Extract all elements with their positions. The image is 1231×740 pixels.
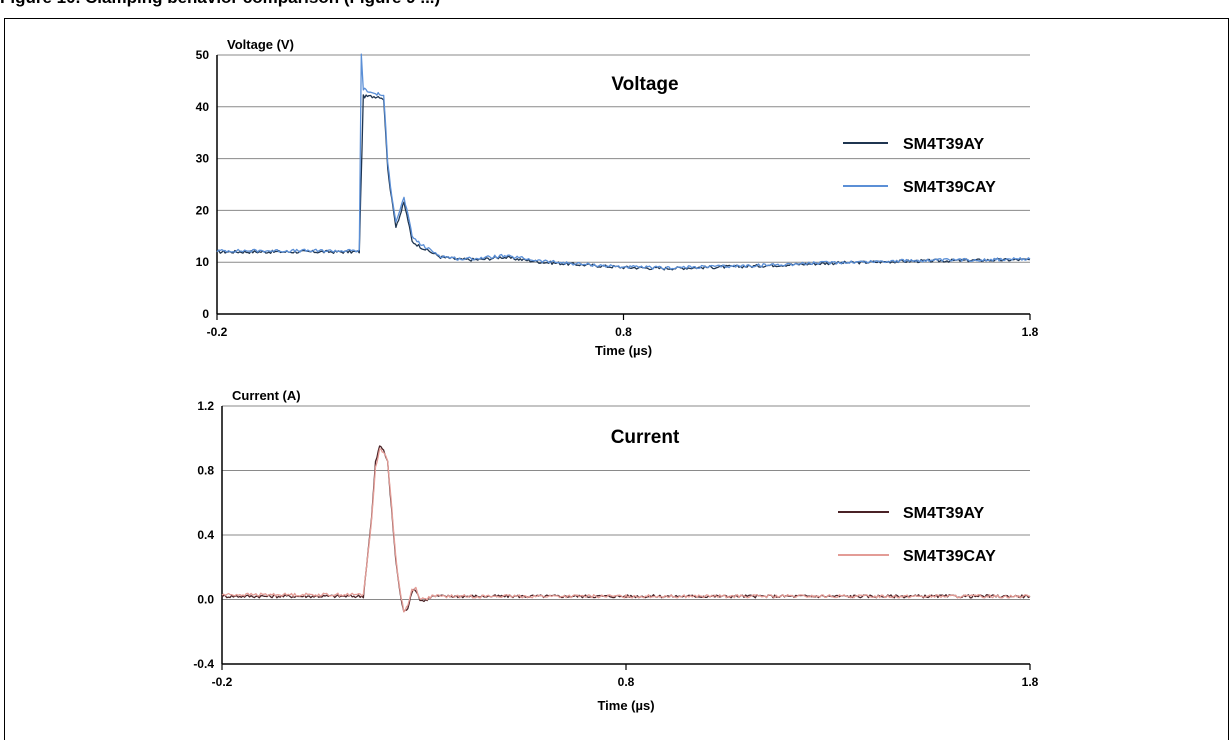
y-tick-label: 1.2	[197, 399, 214, 413]
y-tick-label: -0.4	[193, 657, 214, 671]
legend-label: SM4T39AY	[903, 136, 985, 153]
chart-title: Current	[611, 427, 680, 448]
voltage-chart: 0 10 20 30 40 50 -0.2 0.8 1.8 Voltage (V) Time (µs…	[196, 37, 1039, 358]
x-axis-label: Time (µs)	[595, 343, 652, 358]
y-tick-label: 20	[196, 203, 210, 217]
series-line-sm4t39ay	[221, 445, 1031, 613]
chart-title: Voltage	[611, 74, 678, 95]
y-tick-label: 0	[202, 307, 209, 321]
x-tick-label: 0.8	[618, 675, 635, 689]
x-tick-label: -0.2	[212, 675, 233, 689]
x-axis-label: Time (µs)	[597, 698, 654, 713]
figure-frame	[4, 18, 1229, 740]
y-tick-label: 0.0	[197, 593, 214, 607]
legend-label: SM4T39CAY	[903, 179, 996, 196]
current-chart: -0.4 0.0 0.4 0.8 1.2 -0.2 0.8 1.8 Current (A) Tim…	[193, 388, 1038, 713]
y-tick-label: 50	[196, 48, 210, 62]
legend-label: SM4T39CAY	[903, 548, 996, 565]
x-tick-label: 1.8	[1022, 325, 1039, 339]
legend-label: SM4T39AY	[903, 505, 985, 522]
x-tick-label: 1.8	[1022, 675, 1039, 689]
y-tick-label: 10	[196, 255, 210, 269]
y-tick-label: 0.8	[197, 464, 214, 478]
x-tick-label: -0.2	[207, 325, 228, 339]
y-tick-label: 40	[196, 100, 210, 114]
y-axis-label: Current (A)	[232, 388, 301, 403]
series-line-sm4t39cay	[216, 53, 1031, 270]
y-axis-label: Voltage (V)	[227, 37, 294, 52]
figure-caption: Figure 10. Clamping behavior comparison …	[0, 0, 1231, 8]
x-tick-label: 0.8	[615, 325, 632, 339]
y-tick-label: 30	[196, 152, 210, 166]
y-tick-label: 0.4	[197, 528, 214, 542]
series-line-sm4t39cay	[221, 448, 1031, 613]
